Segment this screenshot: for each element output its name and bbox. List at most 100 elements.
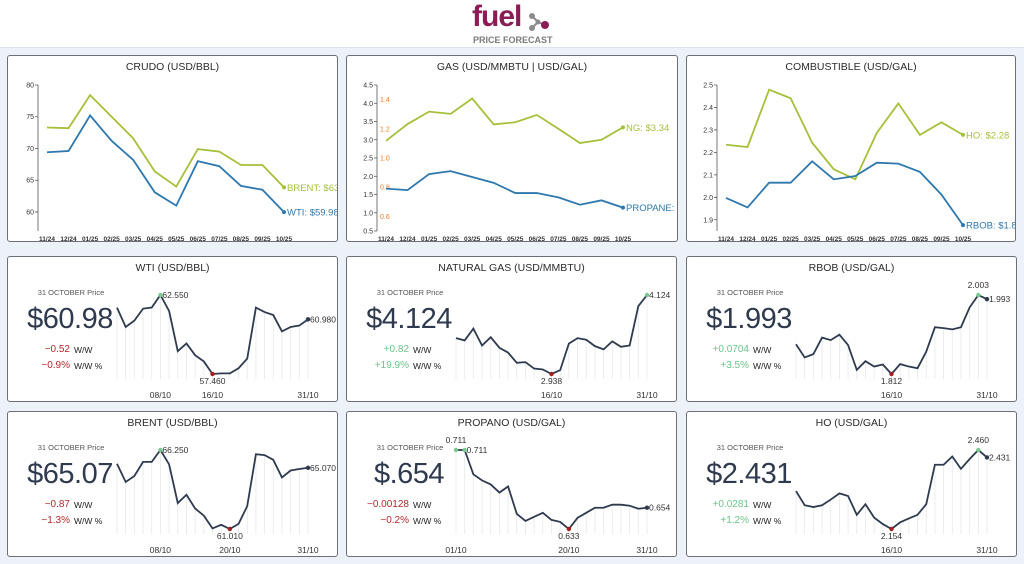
sparkline-chart: 08/10 20/10 31/10 61.010 66.250 65.070 [116,445,336,555]
x-tick-label: 10/25 [955,236,972,242]
ww-pct-label: W/W % [753,516,782,526]
series-line-ho [725,88,964,181]
price-caption: 31 OCTOBER Price [716,288,784,297]
card-propano: PROPANO (USD/GAL) 31 OCTOBER Price $.654… [346,411,677,557]
price-caption: 31 OCTOBER Price [37,443,105,452]
x-tick-label: 05/25 [507,236,524,242]
last-point-label: 2.431 [989,452,1011,462]
series-end-dot [961,132,965,137]
ww-pct-value: +19.9% [374,360,409,371]
y-tick-label: 2.5 [363,156,373,163]
y-tick-label: 2.5 [703,83,713,90]
x-tick-label: 02/25 [103,236,120,242]
last-point-dot [984,455,990,460]
current-price: $4.124 [366,303,452,335]
x-tick-label: 09/25 [254,236,271,242]
last-point-dot [305,465,311,470]
card-title: BRENT (USD/BBL) [127,417,218,429]
card-title: PROPANO (USD/GAL) [457,417,566,429]
x-tick-label: 31/10 [636,390,658,400]
y-tick-label: 75 [26,114,34,121]
y-tick-label: 65 [26,178,34,185]
ww-pct-value: +3.5% [720,360,749,371]
price-line [456,449,648,531]
x-tick-label: 02/25 [782,236,799,242]
x-tick-label: 01/10 [445,545,467,555]
min-point-label: 2.154 [881,531,903,541]
ww-label: W/W [413,345,432,355]
card-rbob: RBOB (USD/GAL) 31 OCTOBER Price $1.993 +… [686,256,1017,402]
molecule-icon [529,13,549,31]
y-tick-label: 3.5 [363,119,373,126]
series-end-label: WTI: $59.98 [287,208,338,219]
chart-title: COMBUSTIBLE (USD/GAL) [785,61,917,73]
y-tick-label: 4.0 [363,101,373,108]
card-brent: BRENT (USD/BBL) 31 OCTOBER Price $65.07 … [7,411,338,557]
x-tick-label: 06/25 [869,236,886,242]
price-caption: 31 OCTOBER Price [376,443,444,452]
x-tick-label: 01/25 [421,236,438,242]
x-tick-label: 16/10 [202,390,224,400]
price-caption: 31 OCTOBER Price [716,443,784,452]
x-tick-label: 31/10 [297,545,319,555]
x-tick-label: 04/25 [486,236,503,242]
ww-value: +0.0281 [712,499,749,510]
x-tick-label: 20/10 [219,545,241,555]
last-point-dot [644,505,650,510]
x-tick-label: 03/25 [125,236,142,242]
series-line-rbob [725,160,964,226]
last-point-label: 0.654 [649,503,671,513]
y-tick-label: 1.5 [363,192,373,199]
x-tick-label: 03/25 [464,236,481,242]
y-tick-label: 0.5 [363,229,373,236]
ww-pct-value: −1.3% [41,515,70,526]
y-tick-label: 2.0 [703,195,713,202]
series-line-wti [46,113,285,213]
x-tick-label: 12/24 [739,236,756,242]
ww-label: W/W [74,500,93,510]
price-line [795,448,988,531]
x-tick-label: 08/25 [233,236,250,242]
ww-label: W/W [753,345,772,355]
ww-label: W/W [74,345,93,355]
card-title: HO (USD/GAL) [815,417,888,429]
price-caption: 31 OCTOBER Price [376,288,444,297]
ww-pct-value: +1.2% [720,515,749,526]
x-tick-label: 31/10 [976,545,998,555]
chart-title: GAS (USD/MMBTU | USD/GAL) [436,61,588,73]
y2-tick-label: 1.4 [380,97,390,104]
last-point-label: 65.070 [310,463,336,473]
x-tick-label: 03/25 [804,236,821,242]
x-tick-label: 06/25 [190,236,207,242]
y-tick-label: 2.1 [703,172,713,179]
combustible-chart: 1.9 2.0 2.1 2.2 2.3 2.4 2.5 11/24 12/24 01/25 02/2… [703,83,1016,242]
sparkline-chart: 16/10 31/10 2.154 2.460 2.431 [795,435,1011,555]
min-point-dot [549,371,554,377]
series-end-label: NG: $3.34 [626,123,669,134]
card-wti: WTI (USD/BBL) 31 OCTOBER Price $60.98 −0… [7,256,338,402]
series-end-label: RBOB: $1.88 [966,221,1016,232]
last-point-dot [644,292,650,298]
x-tick-label: 16/10 [881,545,903,555]
x-tick-label: 31/10 [976,390,998,400]
max-point-dot [158,292,163,298]
price-line [795,293,988,376]
price-line [116,293,309,375]
card-title: RBOB (USD/GAL) [808,262,895,274]
x-tick-label: 08/10 [150,390,172,400]
current-price: $.654 [373,458,445,490]
x-tick-label: 09/25 [933,236,950,242]
x-tick-label: 31/10 [297,390,319,400]
price-caption: 31 OCTOBER Price [37,288,105,297]
series-line-brent [46,93,285,189]
x-tick-label: 08/25 [912,236,929,242]
min-point-dot [566,526,572,532]
ww-pct-value: −0.2% [380,515,409,526]
x-tick-label: 08/25 [572,236,589,242]
x-tick-label: 01/25 [82,236,99,242]
ww-pct-label: W/W % [74,516,103,526]
x-tick-label: 11/24 [718,236,734,242]
y-tick-label: 1.9 [703,217,713,224]
x-tick-label: 01/25 [761,236,778,242]
